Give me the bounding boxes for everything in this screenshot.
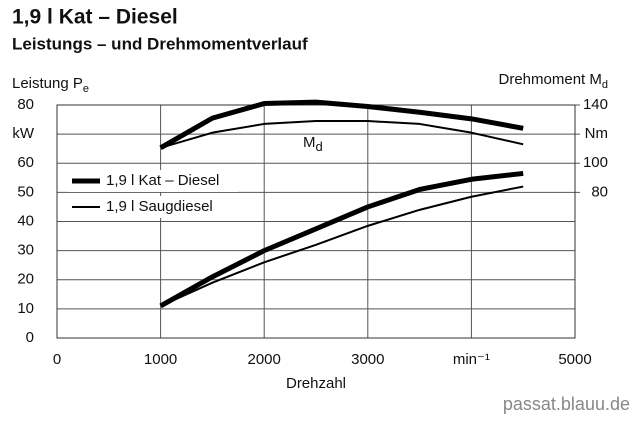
x-tick-label: 3000 bbox=[351, 351, 384, 368]
annotation-text: M bbox=[303, 134, 316, 151]
series-line bbox=[159, 170, 524, 309]
x-tick-label: 1000 bbox=[144, 351, 177, 368]
series-line bbox=[160, 120, 524, 149]
series-line bbox=[159, 99, 524, 150]
chart-subtitle: Leistungs – und Drehmomentverlauf bbox=[12, 34, 308, 53]
y2-tick-label: Nm bbox=[585, 125, 608, 142]
y-tick-label: 30 bbox=[17, 242, 34, 259]
y2-axis-label: Drehmoment Md bbox=[499, 71, 608, 91]
y-tick-label: 60 bbox=[17, 154, 34, 171]
legend-bg bbox=[68, 196, 238, 218]
y2-tick-label: 80 bbox=[591, 183, 608, 200]
legend-label: 1,9 l Saugdiesel bbox=[106, 198, 213, 215]
y-tick-label: 80 bbox=[17, 96, 34, 113]
y-label-sub: e bbox=[83, 83, 89, 95]
y-tick-label: 50 bbox=[17, 183, 34, 200]
series-line bbox=[160, 185, 524, 307]
legend-bg bbox=[68, 170, 238, 192]
x-axis-label: Drehzahl bbox=[286, 375, 346, 392]
y-tick-label: 40 bbox=[17, 212, 34, 229]
x-tick-label: 0 bbox=[53, 351, 61, 368]
chart-title: 1,9 l Kat – Diesel bbox=[12, 6, 178, 29]
annotation-sub: d bbox=[316, 139, 323, 154]
annotation: Md bbox=[303, 134, 323, 154]
y-tick-label: kW bbox=[12, 125, 35, 142]
y2-tick-label: 140 bbox=[583, 96, 608, 113]
plot-frame bbox=[56, 104, 576, 339]
x-tick-label: 2000 bbox=[248, 351, 281, 368]
x-tick-label: 5000 bbox=[558, 351, 591, 368]
y-label-text: Leistung P bbox=[12, 75, 83, 92]
x-tick-label: min⁻¹ bbox=[453, 351, 490, 368]
y-tick-label: 20 bbox=[17, 271, 34, 288]
y-axis-label: Leistung Pe bbox=[12, 75, 89, 95]
y2-label-sub: d bbox=[602, 79, 608, 91]
y2-label-text: Drehmoment M bbox=[499, 71, 602, 88]
y-tick-label: 10 bbox=[17, 300, 34, 317]
y-tick-label: 0 bbox=[26, 329, 34, 346]
legend-label: 1,9 l Kat – Diesel bbox=[106, 172, 219, 189]
y2-tick-label: 100 bbox=[583, 154, 608, 171]
watermark: passat.blauu.de bbox=[503, 394, 630, 414]
